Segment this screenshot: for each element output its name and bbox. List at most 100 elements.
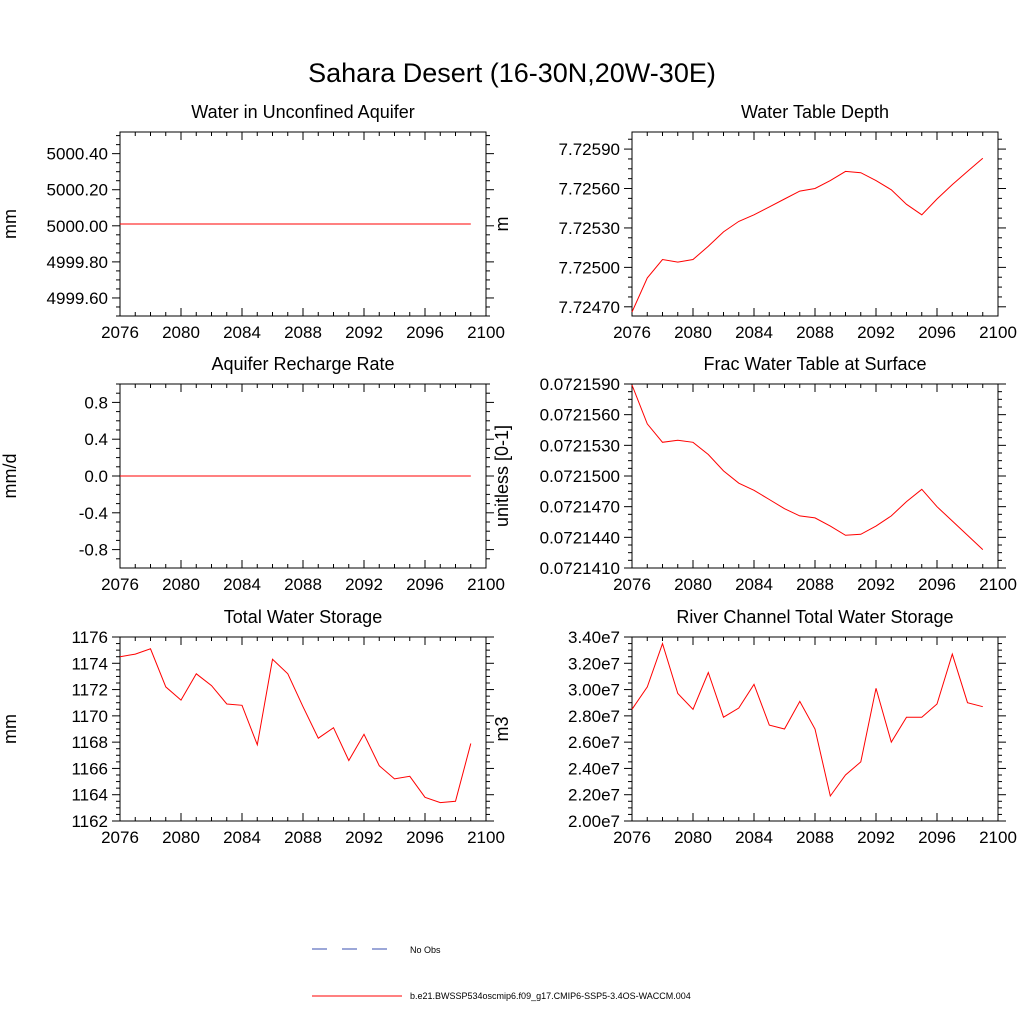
legend-model-label: b.e21.BWSSP534oscmip6.f09_g17.CMIP6-SSP5… — [410, 991, 691, 1001]
panel-title: Water Table Depth — [741, 102, 889, 122]
y-axis-label: m3 — [492, 716, 512, 741]
x-tick-label: 2096 — [918, 575, 956, 594]
y-tick-label: 5000.40 — [47, 145, 108, 164]
panel-title: Aquifer Recharge Rate — [211, 354, 394, 374]
y-tick-label: 1172 — [71, 681, 108, 700]
y-tick-label: 2.00e7 — [568, 812, 620, 831]
y-tick-label: 7.72470 — [559, 298, 620, 317]
y-axis-label: mm — [0, 209, 20, 239]
y-tick-label: 2.20e7 — [568, 786, 620, 805]
x-tick-label: 2084 — [223, 828, 261, 847]
panel-title: River Channel Total Water Storage — [676, 607, 953, 627]
x-tick-label: 2100 — [467, 323, 505, 342]
x-tick-label: 2088 — [796, 575, 834, 594]
y-tick-label: 0.0721470 — [540, 498, 620, 517]
y-tick-label: -0.4 — [79, 504, 108, 523]
x-tick-label: 2076 — [101, 323, 139, 342]
x-tick-label: 2092 — [857, 323, 895, 342]
series-line — [631, 384, 984, 550]
legend-obs-label: No Obs — [410, 945, 441, 955]
y-tick-label: 5000.20 — [47, 181, 108, 200]
y-axis-label: unitless [0-1] — [492, 425, 512, 527]
x-tick-label: 2084 — [223, 323, 261, 342]
y-tick-label: 1170 — [71, 707, 108, 726]
y-tick-label: 2.40e7 — [568, 759, 620, 778]
x-tick-label: 2092 — [345, 323, 383, 342]
y-tick-label: 0.8 — [84, 393, 108, 412]
x-tick-label: 2088 — [796, 828, 834, 847]
y-tick-label: 7.72530 — [559, 219, 620, 238]
x-tick-label: 2100 — [467, 828, 505, 847]
chart-panel-4: Frac Water Table at Surface 2076 2080 2084 2… — [492, 354, 1017, 594]
panel-title: Frac Water Table at Surface — [703, 354, 926, 374]
x-tick-label: 2096 — [918, 323, 956, 342]
x-tick-label: 2084 — [735, 323, 773, 342]
x-tick-label: 2076 — [613, 575, 651, 594]
x-tick-label: 2096 — [406, 828, 444, 847]
y-tick-label: 1164 — [71, 786, 108, 805]
y-tick-label: 7.72500 — [559, 258, 620, 277]
y-tick-label: 4999.60 — [47, 289, 108, 308]
x-tick-label: 2076 — [613, 323, 651, 342]
y-tick-label: 1166 — [71, 759, 108, 778]
chart-panel-3: Aquifer Recharge Rate 2076 2080 2084 2088 209… — [0, 354, 505, 594]
y-tick-label: 3.00e7 — [568, 681, 620, 700]
x-tick-label: 2092 — [857, 828, 895, 847]
x-tick-label: 2080 — [162, 323, 200, 342]
y-tick-label: 5000.00 — [47, 217, 108, 236]
y-tick-label: -0.8 — [79, 541, 108, 560]
legend: No Obs b.e21.BWSSP534oscmip6.f09_g17.CMI… — [312, 945, 691, 1001]
y-tick-label: 0.0721410 — [540, 559, 620, 578]
y-tick-label: 3.40e7 — [568, 628, 620, 647]
y-tick-label: 4999.80 — [47, 253, 108, 272]
y-axis-label: mm — [0, 714, 20, 744]
y-tick-label: 0.0 — [84, 467, 108, 486]
y-tick-label: 1176 — [71, 628, 108, 647]
x-tick-label: 2088 — [284, 828, 322, 847]
y-tick-label: 0.0721590 — [540, 375, 620, 394]
y-tick-label: 7.72590 — [559, 140, 620, 159]
series-line — [119, 648, 472, 804]
x-tick-label: 2092 — [345, 575, 383, 594]
y-tick-label: 0.4 — [84, 430, 108, 449]
y-tick-label: 0.0721530 — [540, 436, 620, 455]
x-tick-label: 2084 — [735, 575, 773, 594]
chart-panel-6: River Channel Total Water Storage 2076 208… — [492, 607, 1017, 847]
y-tick-label: 1174 — [71, 654, 108, 673]
y-axis-label: m — [492, 217, 512, 232]
x-tick-label: 2096 — [406, 575, 444, 594]
x-tick-label: 2100 — [979, 575, 1017, 594]
x-tick-label: 2096 — [406, 323, 444, 342]
x-tick-label: 2100 — [979, 828, 1017, 847]
x-tick-label: 2080 — [674, 575, 712, 594]
x-tick-label: 2100 — [467, 575, 505, 594]
panel-grid: Water in Unconfined Aquifer 2076 2080 2084 2… — [0, 102, 1017, 847]
y-tick-label: 1168 — [71, 733, 108, 752]
y-tick-label: 0.0721560 — [540, 406, 620, 425]
chart-panel-1: Water in Unconfined Aquifer 2076 2080 2084 2… — [0, 102, 505, 342]
y-tick-label: 2.60e7 — [568, 733, 620, 752]
y-tick-label: 0.0721500 — [540, 467, 620, 486]
x-tick-label: 2092 — [345, 828, 383, 847]
x-tick-label: 2092 — [857, 575, 895, 594]
y-tick-label: 0.0721440 — [540, 528, 620, 547]
x-tick-label: 2076 — [101, 575, 139, 594]
x-tick-label: 2088 — [796, 323, 834, 342]
panel-title: Water in Unconfined Aquifer — [191, 102, 414, 122]
y-tick-label: 3.20e7 — [568, 654, 620, 673]
x-tick-label: 2080 — [162, 575, 200, 594]
series-line — [631, 641, 983, 798]
x-tick-label: 2076 — [101, 828, 139, 847]
x-tick-label: 2080 — [674, 323, 712, 342]
x-tick-label: 2084 — [223, 575, 261, 594]
x-tick-label: 2100 — [979, 323, 1017, 342]
x-tick-label: 2080 — [674, 828, 712, 847]
x-tick-label: 2096 — [918, 828, 956, 847]
x-tick-label: 2088 — [284, 575, 322, 594]
y-tick-label: 2.80e7 — [568, 707, 620, 726]
chart-panel-5: Total Water Storage 2076 2080 2084 2088 2092 2… — [0, 607, 505, 847]
x-tick-label: 2088 — [284, 323, 322, 342]
series-line — [631, 157, 984, 313]
y-tick-label: 7.72560 — [559, 180, 620, 199]
